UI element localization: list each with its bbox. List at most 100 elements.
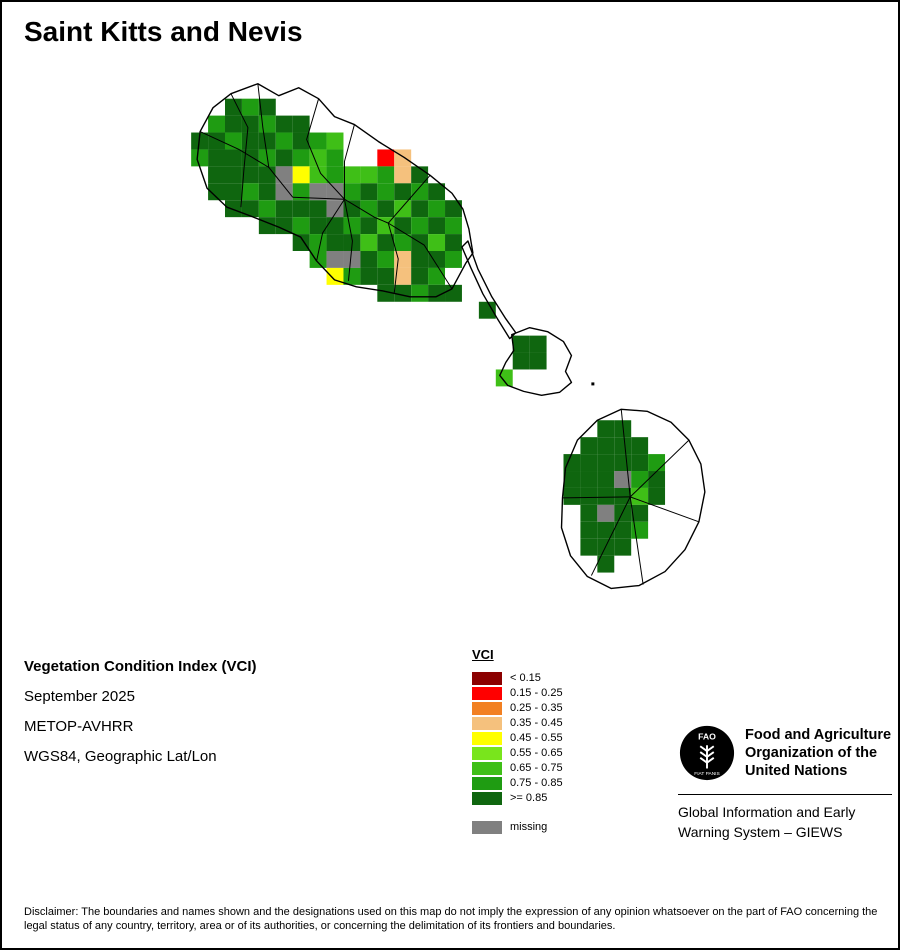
- legend-label: 0.65 - 0.75: [510, 762, 563, 774]
- admin-boundary: [343, 124, 355, 200]
- vci-cell: [597, 487, 615, 505]
- vci-cell: [360, 267, 378, 285]
- vci-cell: [377, 149, 395, 167]
- admin-boundary: [387, 175, 431, 224]
- fao-org-line-1: Food and Agriculture: [745, 726, 892, 743]
- vci-cell: [563, 454, 581, 472]
- vci-cell: [377, 251, 395, 268]
- vci-cell: [614, 504, 632, 522]
- vci-cell: [597, 504, 615, 522]
- vci-cell: [225, 166, 242, 184]
- vci-cell: [411, 200, 429, 218]
- vci-cell: [326, 217, 344, 235]
- vci-cell: [343, 251, 361, 268]
- legend-row: 0.35 - 0.45: [472, 716, 563, 730]
- legend-swatch: [472, 746, 502, 760]
- vci-cell: [275, 132, 293, 150]
- svg-text:FAO: FAO: [698, 731, 716, 741]
- vci-cell: [258, 166, 276, 184]
- legend-label: 0.55 - 0.65: [510, 747, 563, 759]
- legend-row: 0.25 - 0.35: [472, 701, 563, 715]
- vci-cell: [309, 166, 327, 184]
- islet-dot: [591, 382, 595, 386]
- vci-cell: [292, 132, 310, 150]
- vci-cell: [631, 504, 649, 522]
- vci-cell: [292, 200, 310, 218]
- legend-row: 0.75 - 0.85: [472, 776, 563, 790]
- vci-cell: [309, 132, 327, 150]
- vci-cell: [326, 132, 344, 150]
- admin-boundary: [388, 222, 453, 290]
- vci-cell: [411, 251, 429, 268]
- vci-cell: [326, 267, 344, 285]
- vci-cell: [445, 217, 462, 235]
- legend-row: 0.65 - 0.75: [472, 761, 563, 775]
- fao-logo-icon: FAO FIAT PANIS: [679, 725, 735, 781]
- admin-boundary: [343, 199, 353, 281]
- vci-cell: [343, 200, 361, 218]
- vci-cell: [191, 149, 209, 167]
- legend-label: < 0.15: [510, 672, 541, 684]
- legend-label: 0.35 - 0.45: [510, 717, 563, 729]
- vci-cell: [428, 200, 446, 218]
- vci-cell: [648, 471, 666, 488]
- vci-cell: [445, 251, 462, 268]
- vci-cell: [225, 200, 242, 218]
- map-sensor: METOP-AVHRR: [24, 718, 134, 735]
- vci-cell: [241, 200, 259, 218]
- vci-cell: [309, 217, 327, 235]
- vci-cell: [225, 183, 242, 201]
- vci-cell: [258, 132, 276, 150]
- legend-swatch: [472, 701, 502, 715]
- map-projection: WGS84, Geographic Lat/Lon: [24, 748, 217, 765]
- vci-cell: [275, 217, 293, 235]
- vci-cell: [428, 284, 446, 302]
- vci-cell: [580, 538, 598, 556]
- admin-boundary: [199, 131, 270, 168]
- vci-cell: [614, 487, 632, 505]
- vci-cell: [648, 487, 666, 505]
- legend-row: < 0.15: [472, 671, 563, 685]
- legend-swatch: [472, 671, 502, 685]
- vci-cell: [411, 267, 429, 285]
- legend-row: >= 0.85: [472, 791, 563, 805]
- giews-label: Global Information and Early Warning Sys…: [678, 803, 892, 842]
- admin-boundary: [344, 198, 389, 224]
- vci-cell: [648, 454, 666, 472]
- vci-cell: [292, 115, 310, 133]
- legend-label: 0.15 - 0.25: [510, 687, 563, 699]
- vci-cell: [428, 217, 446, 235]
- vci-cell: [614, 471, 632, 488]
- island-outline: [196, 83, 474, 298]
- vci-cell: [343, 166, 361, 184]
- vci-cell: [275, 149, 293, 167]
- island-outline: [461, 240, 517, 340]
- fao-logo-block: FAO FIAT PANIS Food and Agriculture Orga…: [678, 724, 892, 782]
- vci-cell: [258, 200, 276, 218]
- vci-cell: [411, 284, 429, 302]
- legend-swatch: [472, 820, 502, 834]
- vci-cell: [292, 234, 310, 251]
- legend-swatch: [472, 761, 502, 775]
- vci-cell: [292, 149, 310, 167]
- vci-legend: VCI < 0.15 0.15 - 0.25 0.25 - 0.35 0.35 - 0…: [472, 647, 563, 835]
- map-date: September 2025: [24, 688, 135, 705]
- vci-cell: [343, 183, 361, 201]
- admin-boundary: [629, 496, 644, 585]
- vci-cell: [411, 183, 429, 201]
- vci-cell: [580, 471, 598, 488]
- giews-line-1: Global Information and Early: [678, 804, 856, 820]
- legend-title: VCI: [472, 647, 494, 662]
- legend-label: 0.25 - 0.35: [510, 702, 563, 714]
- vci-cell: [309, 251, 327, 268]
- fao-org-name: Food and Agriculture Organization of the…: [745, 726, 891, 780]
- fao-org-line-2: Organization of the: [745, 744, 878, 761]
- vci-cell: [394, 166, 412, 184]
- vci-cell: [394, 267, 412, 285]
- island-outline: [560, 408, 706, 590]
- legend-label: 0.75 - 0.85: [510, 777, 563, 789]
- vci-cell: [377, 234, 395, 251]
- vci-cell: [343, 217, 361, 235]
- vci-cell: [360, 183, 378, 201]
